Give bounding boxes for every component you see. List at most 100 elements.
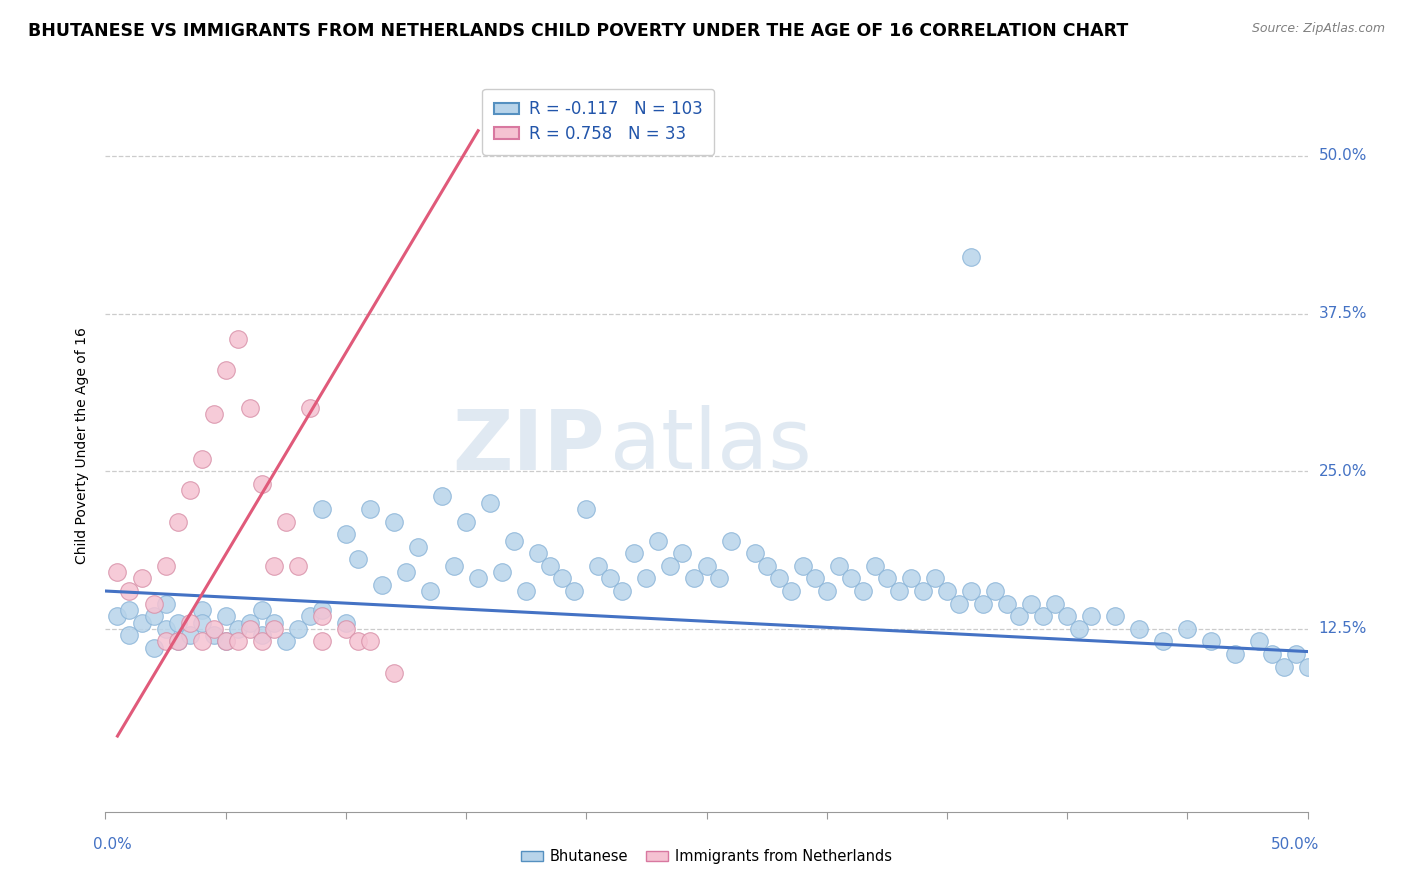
Point [839, 571, 862, 585]
Point [948, 597, 970, 611]
Point [479, 496, 502, 510]
Point [1201, 634, 1223, 648]
Point [179, 483, 201, 497]
Point [1309, 673, 1331, 687]
Point [575, 502, 598, 516]
Point [659, 558, 682, 573]
Point [311, 603, 333, 617]
Point [1320, 685, 1343, 699]
Point [142, 640, 165, 655]
Point [1104, 609, 1126, 624]
Text: ZIP: ZIP [451, 406, 605, 486]
Point [202, 628, 225, 642]
Point [744, 546, 766, 560]
Point [239, 401, 262, 416]
Point [214, 634, 236, 648]
Point [166, 634, 188, 648]
Point [779, 584, 801, 599]
Point [239, 615, 262, 630]
Point [491, 565, 513, 579]
Point [155, 622, 177, 636]
Point [202, 408, 225, 422]
Point [1152, 634, 1174, 648]
Point [924, 571, 946, 585]
Point [503, 533, 526, 548]
Point [166, 634, 188, 648]
Point [263, 615, 285, 630]
Point [274, 634, 297, 648]
Point [588, 558, 610, 573]
Point [166, 615, 188, 630]
Point [887, 584, 910, 599]
Point [250, 628, 273, 642]
Point [1296, 659, 1319, 673]
Point [371, 578, 394, 592]
Point [131, 571, 153, 585]
Point [335, 622, 357, 636]
Point [250, 634, 273, 648]
Point [214, 363, 236, 377]
Point [202, 622, 225, 636]
Point [118, 628, 141, 642]
Point [815, 584, 838, 599]
Point [1272, 659, 1295, 673]
Point [250, 603, 273, 617]
Point [936, 584, 959, 599]
Point [443, 558, 465, 573]
Point [214, 634, 236, 648]
Point [900, 571, 922, 585]
Point [155, 558, 177, 573]
Point [359, 502, 381, 516]
Point [768, 571, 790, 585]
Text: 0.0%: 0.0% [93, 838, 132, 853]
Point [263, 622, 285, 636]
Point [515, 584, 537, 599]
Point [755, 558, 778, 573]
Point [430, 490, 453, 504]
Point [335, 527, 357, 541]
Point [828, 558, 851, 573]
Point [142, 597, 165, 611]
Point [335, 615, 357, 630]
Point [226, 634, 249, 648]
Point [972, 597, 994, 611]
Point [226, 332, 249, 346]
Point [551, 571, 574, 585]
Point [911, 584, 934, 599]
Point [720, 533, 742, 548]
Point [960, 250, 983, 264]
Point [311, 634, 333, 648]
Point [467, 571, 489, 585]
Point [527, 546, 550, 560]
Point [696, 558, 718, 573]
Point [876, 571, 898, 585]
Point [454, 515, 477, 529]
Point [623, 546, 645, 560]
Text: 50.0%: 50.0% [1319, 148, 1367, 163]
Point [166, 515, 188, 529]
Text: 37.5%: 37.5% [1319, 306, 1367, 321]
Point [131, 615, 153, 630]
Point [179, 615, 201, 630]
Point [995, 597, 1018, 611]
Point [107, 565, 129, 579]
Point [1260, 647, 1282, 661]
Point [1008, 609, 1031, 624]
Text: BHUTANESE VS IMMIGRANTS FROM NETHERLANDS CHILD POVERTY UNDER THE AGE OF 16 CORRE: BHUTANESE VS IMMIGRANTS FROM NETHERLANDS… [28, 22, 1129, 40]
Text: 25.0%: 25.0% [1319, 464, 1367, 479]
Point [226, 622, 249, 636]
Point [214, 609, 236, 624]
Point [250, 476, 273, 491]
Point [190, 451, 212, 466]
Point [1043, 597, 1066, 611]
Point [298, 609, 321, 624]
Text: 50.0%: 50.0% [1271, 838, 1320, 853]
Point [155, 634, 177, 648]
Point [852, 584, 875, 599]
Point [636, 571, 658, 585]
Point [263, 558, 285, 573]
Point [671, 546, 693, 560]
Point [382, 665, 405, 680]
Point [142, 609, 165, 624]
Point [107, 609, 129, 624]
